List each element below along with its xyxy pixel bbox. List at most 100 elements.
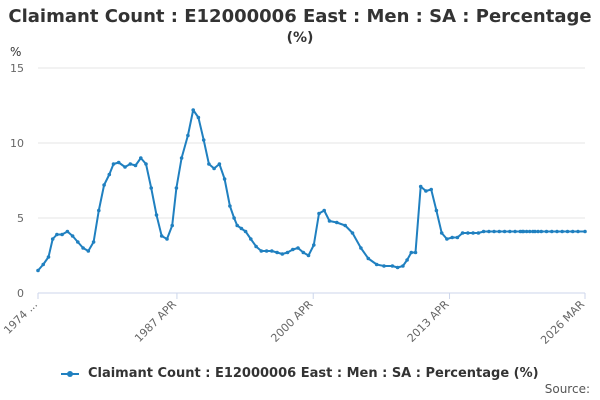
data-point — [413, 250, 418, 255]
data-point — [317, 211, 321, 216]
data-point — [527, 229, 532, 234]
data-point — [280, 252, 285, 256]
data-point — [201, 138, 206, 142]
data-point — [154, 213, 159, 217]
data-point — [471, 231, 475, 235]
data-point — [70, 234, 75, 238]
data-point — [455, 235, 460, 240]
data-point — [243, 229, 248, 234]
data-point — [264, 249, 269, 253]
data-point — [401, 264, 405, 268]
data-point — [86, 249, 91, 253]
data-point — [327, 219, 332, 223]
data-point — [533, 229, 537, 234]
data-point — [46, 255, 51, 259]
data-point — [191, 108, 195, 112]
x-tick-label: 2026 MAR — [538, 298, 587, 347]
data-point — [565, 229, 570, 234]
data-point — [133, 163, 138, 168]
data-point — [374, 262, 379, 267]
data-point — [144, 162, 148, 166]
data-point — [560, 229, 564, 234]
data-point — [301, 250, 306, 255]
data-point — [460, 231, 465, 235]
data-point — [395, 265, 400, 270]
data-point — [481, 229, 486, 234]
data-point — [50, 237, 55, 241]
data-point — [544, 229, 549, 234]
data-point — [576, 229, 580, 234]
data-point — [36, 268, 40, 273]
data-point — [429, 187, 434, 192]
data-point — [508, 229, 512, 234]
data-point — [366, 256, 371, 261]
data-point — [405, 258, 409, 262]
x-tick-label: 2013 APR — [405, 298, 452, 345]
data-point — [179, 156, 184, 160]
chart-title: Claimant Count : E12000006 East : Men : … — [8, 6, 592, 27]
data-point — [81, 246, 85, 250]
data-point — [174, 186, 179, 190]
data-point — [550, 229, 554, 234]
data-point — [139, 156, 143, 160]
data-point — [212, 166, 216, 171]
x-tick-label: 2000 APR — [268, 298, 315, 345]
data-point — [390, 264, 395, 268]
data-point — [196, 115, 201, 120]
legend[interactable]: Claimant Count : E12000006 East : Men : … — [0, 366, 600, 381]
legend-line-marker-icon — [61, 369, 80, 379]
y-axis-unit-label: % — [10, 45, 22, 59]
data-point — [259, 249, 264, 253]
data-point — [228, 204, 232, 208]
data-point — [350, 231, 355, 235]
chart-subtitle: (%) — [286, 30, 314, 46]
data-point — [487, 229, 491, 234]
data-point — [492, 229, 496, 234]
data-point — [296, 246, 300, 250]
data-point — [536, 229, 540, 234]
data-point — [222, 177, 227, 181]
data-point — [239, 226, 244, 231]
data-point — [335, 220, 339, 225]
data-point — [445, 237, 449, 241]
data-point — [270, 249, 274, 253]
data-point — [186, 133, 190, 138]
data-point — [55, 232, 59, 237]
y-tick-label: 10 — [10, 137, 24, 150]
data-point — [159, 234, 164, 238]
data-point — [102, 183, 106, 187]
data-point — [409, 250, 414, 255]
data-point — [439, 231, 444, 235]
y-tick-label: 5 — [17, 212, 24, 225]
data-point — [466, 231, 470, 235]
data-point — [170, 223, 174, 228]
data-point — [583, 229, 587, 234]
data-point — [91, 240, 96, 244]
data-point — [476, 231, 481, 235]
data-point — [235, 223, 239, 228]
data-point — [76, 240, 80, 244]
y-tick-label: 0 — [17, 287, 24, 300]
data-point — [539, 229, 544, 234]
data-point — [111, 162, 116, 166]
data-point — [217, 162, 222, 166]
data-point — [521, 229, 526, 234]
source-label: Source: — [544, 382, 590, 396]
data-point — [41, 262, 45, 267]
data-point — [359, 246, 363, 250]
data-point — [107, 172, 112, 177]
data-point — [249, 237, 253, 241]
data-point — [60, 232, 64, 237]
data-point — [165, 237, 169, 241]
data-point — [570, 229, 575, 234]
data-point — [450, 235, 455, 240]
data-point — [116, 160, 121, 165]
data-point — [382, 264, 386, 268]
data-point — [502, 229, 507, 234]
data-point — [555, 229, 559, 234]
data-point — [97, 208, 101, 213]
data-point — [513, 229, 517, 234]
x-tick-label: 1987 APR — [132, 298, 179, 345]
